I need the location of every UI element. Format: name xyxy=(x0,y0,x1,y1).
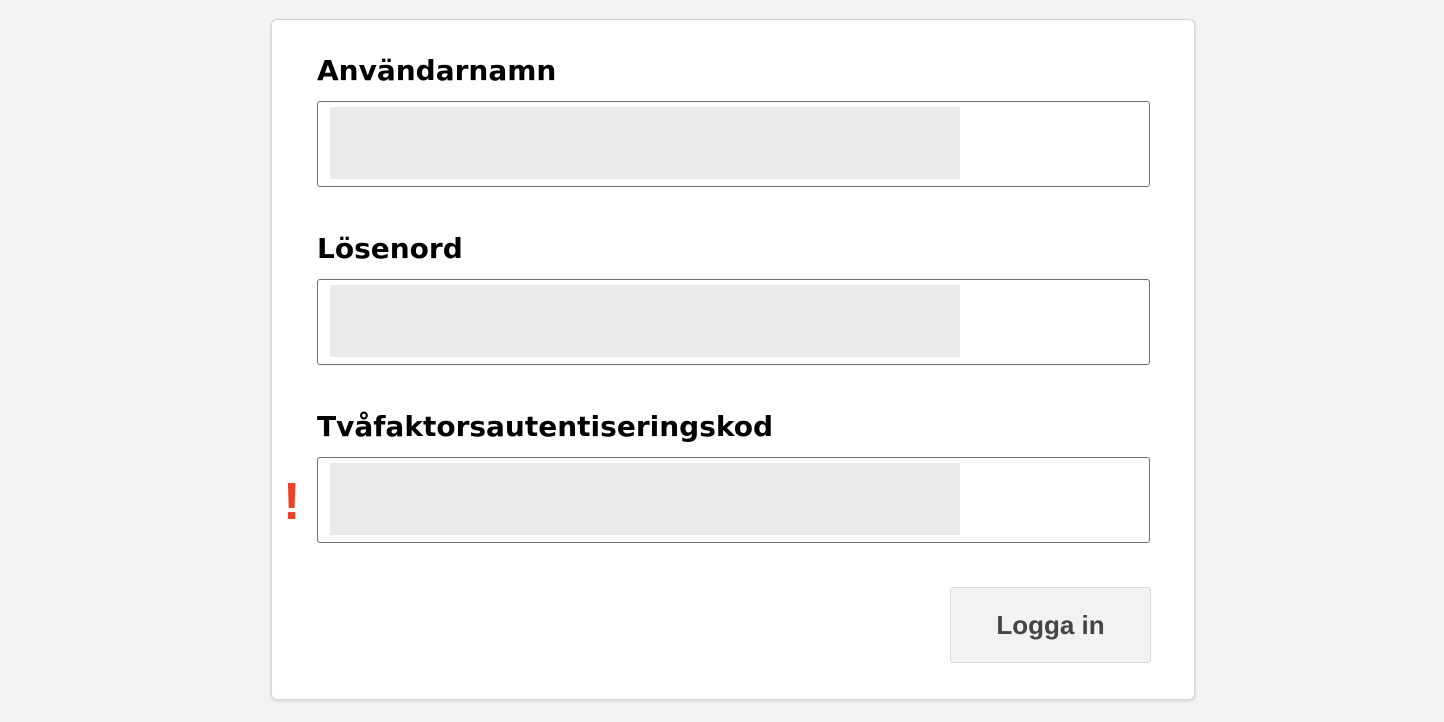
two-factor-input-value xyxy=(330,463,960,535)
two-factor-input[interactable] xyxy=(317,457,1150,543)
two-factor-label: Tvåfaktorsautentiseringskod xyxy=(317,410,774,443)
password-input[interactable] xyxy=(317,279,1150,365)
password-label: Lösenord xyxy=(317,232,463,265)
password-input-value xyxy=(330,285,960,357)
username-input[interactable] xyxy=(317,101,1150,187)
login-card: Användarnamn Lösenord Tvåfaktorsautentis… xyxy=(271,19,1195,700)
error-exclamation-icon: ! xyxy=(283,473,301,531)
username-input-value xyxy=(330,107,960,179)
username-label: Användarnamn xyxy=(317,54,557,87)
login-button[interactable]: Logga in xyxy=(950,587,1151,663)
